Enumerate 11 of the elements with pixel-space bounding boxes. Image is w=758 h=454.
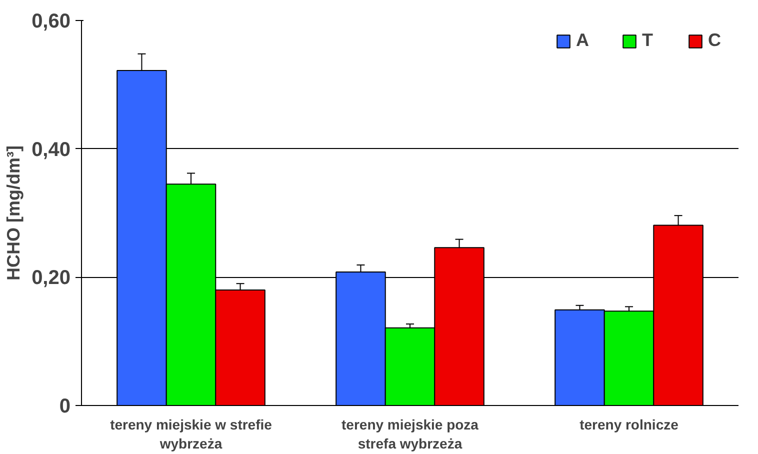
y-axis-title: HCHO [mg/dm³] xyxy=(4,146,24,280)
y-tick-label: 0,40 xyxy=(32,138,71,161)
legend-label: T xyxy=(642,30,654,51)
x-tick-label: tereny miejskie poza strefa wybrzeża xyxy=(342,416,479,452)
y-tick-label: 0 xyxy=(59,396,70,418)
x-tick-label: tereny miejskie w strefie wybrzeża xyxy=(110,416,272,452)
x-tick-label: tereny rolnicze xyxy=(580,416,679,432)
legend-label: A xyxy=(576,30,590,51)
y-tick-label: 0,20 xyxy=(32,267,71,290)
y-tick-label: 0,60 xyxy=(32,10,71,32)
legend-label: C xyxy=(708,30,722,51)
